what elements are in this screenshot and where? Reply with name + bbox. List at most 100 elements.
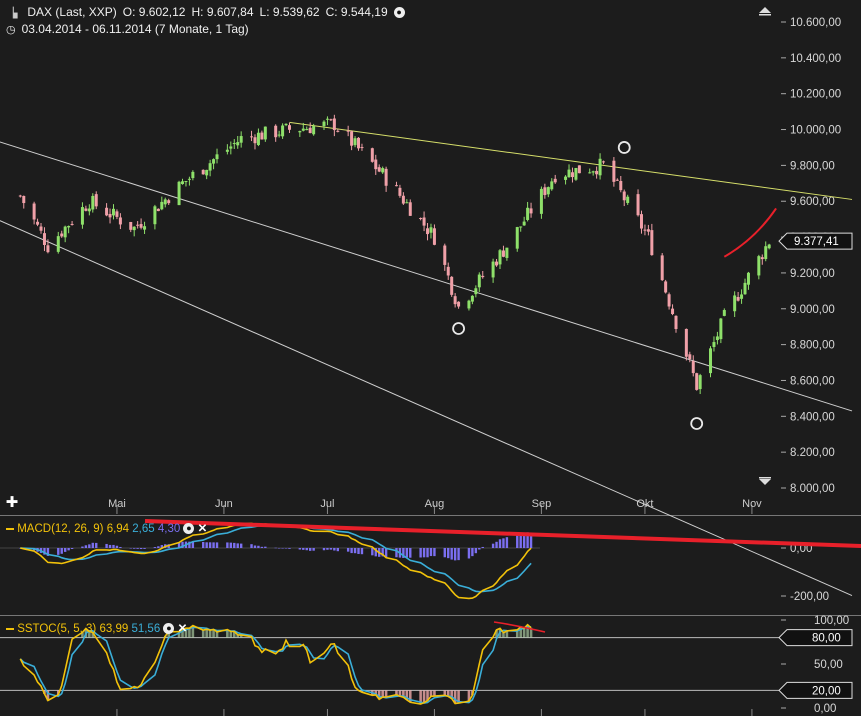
macd-hist-bar	[177, 542, 181, 548]
macd-hist-bar	[433, 548, 436, 557]
candle-body	[588, 172, 592, 174]
candle-body	[595, 170, 599, 175]
macd-hist-bar	[260, 546, 264, 548]
candle-body	[767, 244, 771, 249]
candle-body	[470, 295, 474, 302]
candle-body	[743, 282, 747, 295]
macd-hist-bar	[208, 542, 212, 548]
clock-icon: ◷	[6, 24, 16, 36]
macd-hist-bar	[353, 548, 357, 554]
candle-body	[619, 180, 623, 191]
candle-body	[443, 245, 447, 265]
candle-body	[526, 207, 530, 220]
macd-hist-bar	[132, 548, 136, 549]
macd-hist-bar	[491, 543, 495, 548]
macd-red-trendline	[144, 519, 861, 548]
candle-body	[639, 214, 643, 229]
candle-body	[370, 148, 374, 162]
macd-hist-bar	[502, 538, 505, 548]
scroll-down-icon[interactable]	[757, 476, 773, 488]
macd-hist-bar	[143, 548, 146, 549]
candle-body	[360, 147, 364, 149]
macd-close-icon[interactable]: ✕	[197, 523, 208, 535]
candle-body	[764, 246, 768, 260]
candle-body	[543, 187, 547, 196]
candle-body	[308, 127, 312, 134]
candle-body	[325, 118, 329, 120]
macd-hist-bar	[236, 543, 239, 548]
resistance-trendline	[289, 121, 853, 200]
candle-body	[111, 208, 115, 216]
candle-body	[467, 300, 471, 309]
macd-header: MACD(12, 26, 9) 6,94 2,65 4,30 ● ✕	[6, 521, 207, 535]
macd-hist-bar	[298, 548, 302, 550]
macd-hist-bar	[453, 548, 457, 561]
candle-body	[674, 315, 678, 330]
candle-body	[650, 230, 654, 256]
macd-hist-bar	[119, 546, 122, 548]
candle-body	[322, 121, 326, 127]
candle-body	[287, 125, 291, 130]
candle-body	[567, 169, 571, 178]
price-tick-label: 8.600,00	[790, 375, 835, 387]
macd-hist-bar	[326, 548, 329, 550]
candle-body	[187, 178, 191, 180]
price-tick-label: 10.200,00	[790, 89, 841, 101]
candle-body	[281, 125, 285, 137]
scroll-up-icon[interactable]	[757, 4, 773, 16]
candle-body	[660, 255, 664, 281]
macd-hist-bar	[384, 548, 388, 558]
macd-color-swatch	[6, 527, 14, 530]
candle-body	[733, 295, 737, 312]
macd-hist-bar	[346, 548, 350, 552]
pivot-marker	[452, 322, 465, 335]
candle-body	[564, 176, 568, 180]
candle-body	[32, 203, 36, 220]
price-tick-label: 8.000,00	[790, 483, 835, 495]
sstoc-settings-icon[interactable]: ●	[163, 623, 175, 635]
settings-icon[interactable]: ●	[393, 7, 405, 19]
candle-body	[229, 146, 233, 149]
macd-hist-bar	[409, 548, 412, 558]
macd-hist-bar	[67, 548, 70, 551]
macd-hist-bar	[429, 548, 433, 557]
sstoc-close-icon[interactable]: ✕	[177, 623, 188, 635]
macd-hist-bar	[443, 548, 446, 558]
macd-hist-bar	[239, 543, 243, 548]
open-value: O: 9.602,12	[122, 5, 186, 19]
macd-value: 6,94	[106, 523, 130, 535]
macd-signal-value: 2,65	[132, 523, 155, 535]
macd-hist-bar	[405, 548, 409, 558]
macd-hist-bar	[350, 548, 353, 554]
macd-hist-bar	[188, 541, 191, 548]
macd-hist-bar	[474, 548, 478, 554]
current-price-label: 9.377,41	[794, 236, 839, 248]
date-range-row: ◷ 03.04.2014 - 06.11.2014 (7 Monate, 1 Ta…	[6, 22, 255, 36]
candle-body	[94, 194, 98, 207]
candle-body	[429, 227, 433, 233]
macd-hist-bar	[43, 548, 46, 555]
candle-body	[163, 199, 167, 205]
sstoc-level-label: 20,00	[812, 685, 841, 697]
sstoc-red-annotation	[493, 621, 546, 633]
macd-hist-bar	[157, 546, 160, 548]
macd-hist-bar	[63, 548, 67, 552]
macd-hist-bar	[333, 548, 336, 551]
macd-hist-bar	[95, 542, 98, 548]
macd-hist-bar	[374, 548, 377, 557]
candle-body	[505, 247, 509, 258]
candle-body	[298, 131, 302, 133]
macd-hist-value: 4,30	[157, 523, 181, 535]
macd-settings-icon[interactable]: ●	[183, 523, 195, 535]
candle-body	[432, 228, 436, 245]
macd-hist-bar	[381, 548, 384, 557]
candle-body	[408, 202, 412, 216]
macd-hist-bar	[395, 548, 398, 558]
candle-body	[546, 187, 550, 195]
move-icon[interactable]: ✚	[5, 494, 19, 511]
macd-hist-bar	[322, 548, 326, 551]
macd-hist-bar	[457, 548, 460, 561]
candle-body	[615, 179, 619, 181]
candle-body	[156, 208, 160, 212]
